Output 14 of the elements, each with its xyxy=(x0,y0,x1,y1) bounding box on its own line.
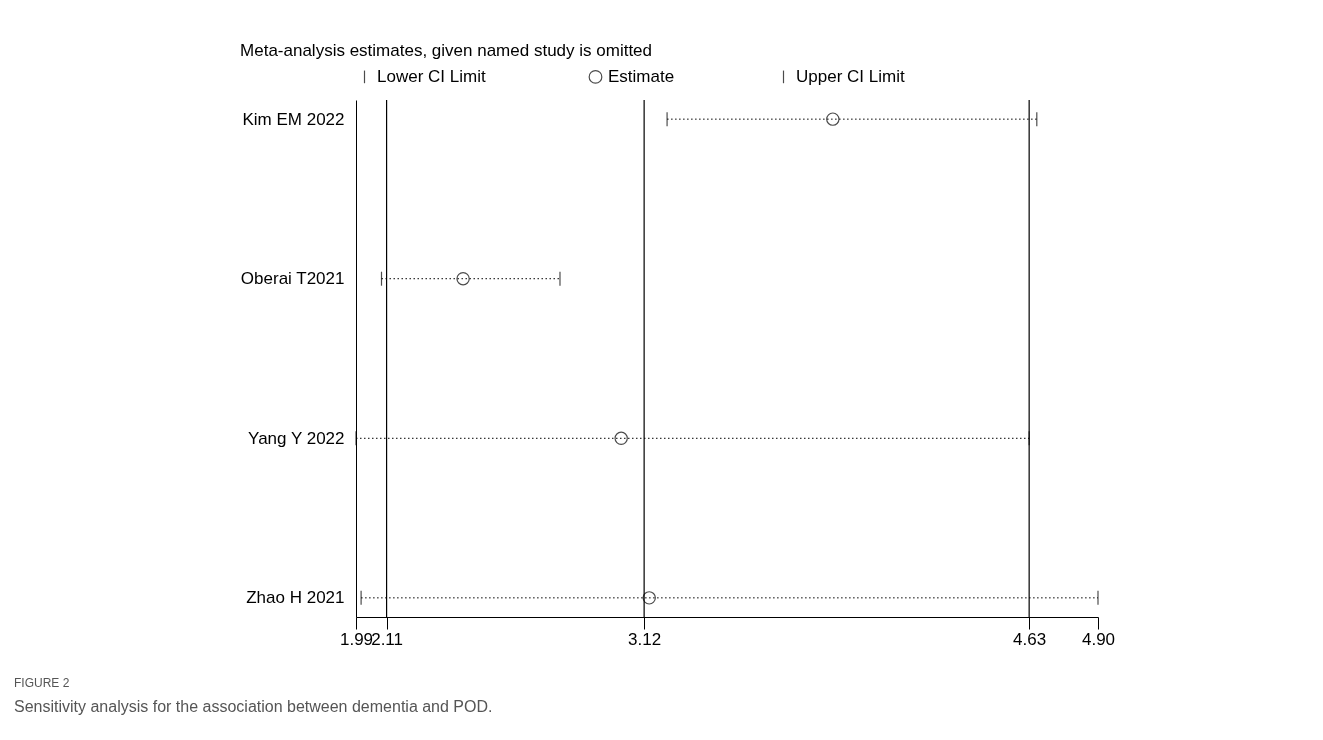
x-tick-label: 3.12 xyxy=(628,629,662,649)
chart-title: Meta-analysis estimates, given named study is omitted xyxy=(240,41,653,60)
x-tick-label: 2.11 xyxy=(371,629,404,649)
legend-label: Lower CI Limit xyxy=(377,66,486,86)
x-tick-label: 4.63 xyxy=(1013,629,1047,649)
y-tick-label: Oberai T2021 xyxy=(240,269,345,289)
caption: FIGURE 2 xyxy=(14,676,71,690)
legend-label: Estimate xyxy=(608,66,675,86)
y-tick-label: Kim EM 2022 xyxy=(242,109,345,129)
x-tick-label: 4.90 xyxy=(1081,629,1116,649)
text: Sensitivity analysis for the association between dementia and POD. xyxy=(14,698,493,716)
y-tick-label: Zhao H 2021 xyxy=(246,588,345,608)
y-tick-label: Yang Y 2022 xyxy=(248,428,345,448)
legend-label: Upper CI Limit xyxy=(796,66,905,86)
